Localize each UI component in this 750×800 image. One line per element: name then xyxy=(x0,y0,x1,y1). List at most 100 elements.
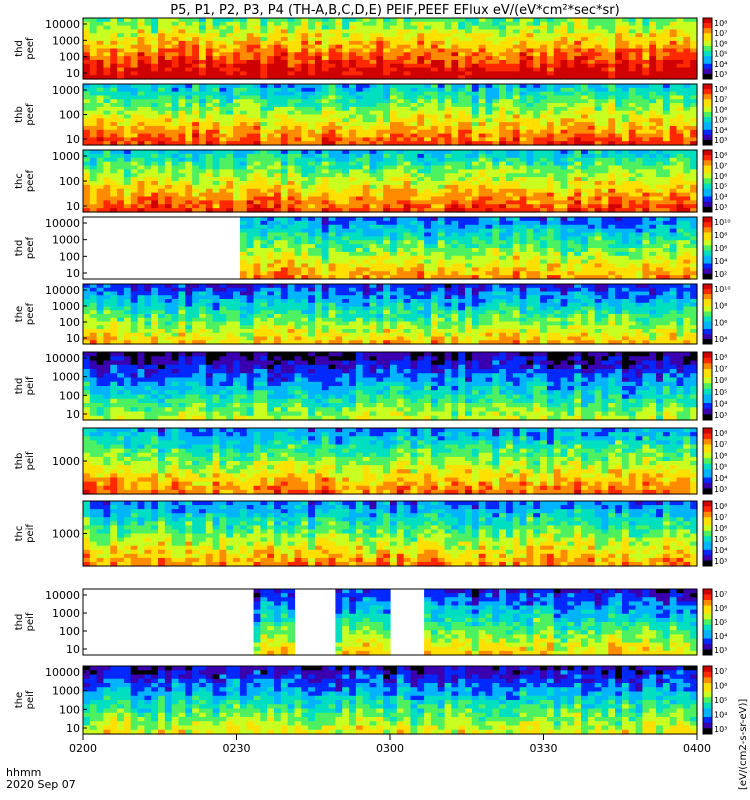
spectrogram-cell xyxy=(574,177,582,182)
spectrogram-cell xyxy=(130,153,139,159)
spectrogram-cell xyxy=(362,18,371,23)
spectrogram-cell xyxy=(642,87,650,93)
spectrogram-cell xyxy=(430,110,439,116)
spectrogram-cell xyxy=(424,196,432,201)
spectrogram-cell xyxy=(383,200,391,205)
spectrogram-cell xyxy=(369,63,377,69)
spectrogram-cell xyxy=(130,137,139,142)
spectrogram-cell xyxy=(471,181,480,186)
spectrogram-cell xyxy=(390,59,398,65)
spectrogram-cell xyxy=(301,122,309,127)
spectrogram-cell xyxy=(123,56,132,61)
spectrogram-cell xyxy=(144,196,152,201)
spectrogram-cell xyxy=(492,141,500,146)
spectrogram-cell xyxy=(171,44,180,50)
spectrogram-cell xyxy=(560,103,568,108)
spectrogram-cell xyxy=(662,150,671,155)
spectrogram-cell xyxy=(164,181,173,186)
spectrogram-cell xyxy=(233,75,241,80)
spectrogram-cell xyxy=(103,133,111,138)
spectrogram-cell xyxy=(178,192,186,198)
spectrogram-cell xyxy=(553,153,562,159)
spectrogram-cell xyxy=(158,125,166,131)
spectrogram-cell xyxy=(471,71,480,76)
spectrogram-cell xyxy=(342,181,350,186)
spectrogram-cell xyxy=(471,52,480,57)
spectrogram-cell xyxy=(349,224,357,230)
spectrogram-cell xyxy=(185,21,193,27)
spectrogram-cell xyxy=(465,150,473,155)
spectrogram-cell xyxy=(587,103,596,108)
spectrogram-cell xyxy=(540,59,548,65)
spectrogram-cell xyxy=(403,232,412,237)
spectrogram-cell xyxy=(103,71,111,76)
spectrogram-cell xyxy=(587,173,596,178)
spectrogram-cell xyxy=(158,91,166,97)
spectrogram-cell xyxy=(396,84,405,89)
spectrogram-cell xyxy=(553,48,562,53)
spectrogram-cell xyxy=(478,161,487,167)
spectrogram-cell xyxy=(601,63,609,69)
spectrogram-cell xyxy=(567,169,575,174)
spectrogram-cell xyxy=(274,196,282,201)
spectrogram-cell xyxy=(185,56,193,61)
spectrogram-cell xyxy=(430,177,439,182)
spectrogram-cell xyxy=(690,48,698,53)
spectrogram-cell xyxy=(260,118,268,123)
spectrogram-cell xyxy=(369,114,377,119)
spectrogram-cell xyxy=(83,184,91,190)
spectrogram-cell xyxy=(615,137,623,142)
spectrogram-cell xyxy=(512,122,521,127)
spectrogram-cell xyxy=(376,141,384,146)
spectrogram-cell xyxy=(451,67,459,72)
spectrogram-cell xyxy=(458,224,466,230)
spectrogram-cell xyxy=(233,106,241,112)
spectrogram-cell xyxy=(123,196,132,201)
spectrogram-cell xyxy=(615,125,623,131)
spectrogram-cell xyxy=(649,110,657,116)
spectrogram-cell xyxy=(301,129,309,135)
spectrogram-cell xyxy=(260,122,268,127)
spectrogram-cell xyxy=(451,122,459,127)
spectrogram-cell xyxy=(239,248,248,253)
spectrogram-cell xyxy=(458,141,466,146)
colorbar-swatch xyxy=(703,33,712,37)
spectrogram-cell xyxy=(601,110,609,116)
spectrogram-cell xyxy=(471,37,480,42)
colorbar-swatch xyxy=(703,181,712,185)
spectrogram-cell xyxy=(430,248,439,253)
spectrogram-cell xyxy=(505,200,514,205)
spectrogram-cell xyxy=(253,244,261,249)
spectrogram-cell xyxy=(403,44,412,50)
spectrogram-cell xyxy=(567,103,575,108)
spectrogram-cell xyxy=(342,188,350,194)
spectrogram-cell xyxy=(683,161,691,167)
spectrogram-cell xyxy=(383,244,391,249)
spectrogram-cell xyxy=(560,192,568,198)
spectrogram-cell xyxy=(294,44,302,50)
spectrogram-cell xyxy=(628,184,637,190)
spectrogram-cell xyxy=(342,192,350,198)
spectrogram-cell xyxy=(430,91,439,97)
spectrogram-cell xyxy=(151,95,159,100)
spectrogram-cell xyxy=(253,87,261,93)
spectrogram-cell xyxy=(89,165,98,170)
spectrogram-cell xyxy=(546,137,555,142)
spectrogram-cell xyxy=(478,129,487,135)
spectrogram-cell xyxy=(492,95,500,100)
spectrogram-cell xyxy=(396,228,405,234)
spectrogram-cell xyxy=(205,59,214,65)
spectrogram-cell xyxy=(376,133,384,138)
spectrogram-cell xyxy=(137,184,145,190)
spectrogram-cell xyxy=(130,84,139,89)
spectrogram-cell xyxy=(492,99,500,104)
spectrogram-cell xyxy=(287,84,296,89)
spectrogram-cell xyxy=(117,192,125,198)
spectrogram-cell xyxy=(260,99,268,104)
spectrogram-cell xyxy=(308,228,316,234)
spectrogram-cell xyxy=(424,177,432,182)
spectrogram-cell xyxy=(615,84,623,89)
spectrogram-cell xyxy=(158,87,166,93)
spectrogram-cell xyxy=(403,137,412,142)
spectrogram-cell xyxy=(430,228,439,234)
